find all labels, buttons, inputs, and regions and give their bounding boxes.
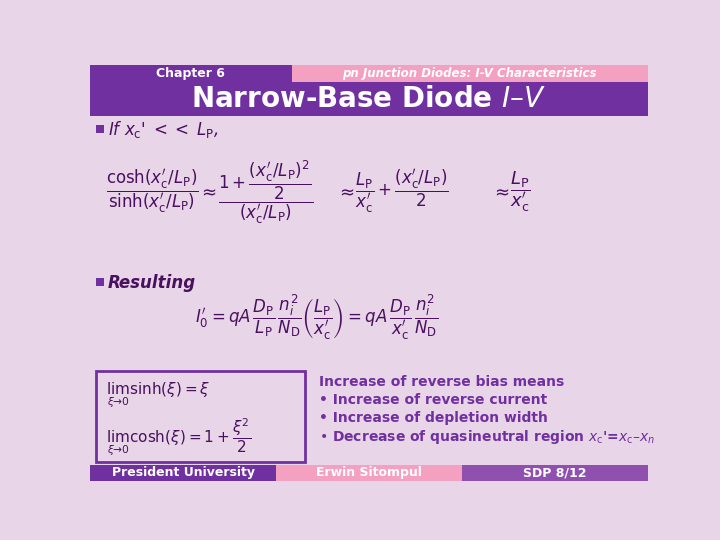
Text: • Increase of depletion width: • Increase of depletion width	[319, 411, 547, 425]
Text: $\dfrac{L_{\rm P}}{x_{\rm c}'} + \dfrac{(x_{\rm c}'/L_{\rm P})}{2}$: $\dfrac{L_{\rm P}}{x_{\rm c}'} + \dfrac{…	[355, 168, 449, 216]
Text: Increase of reverse bias means: Increase of reverse bias means	[319, 375, 564, 389]
Text: $I_0' = qA\,\dfrac{D_{\rm P}}{L_{\rm P}}\,\dfrac{n_i^2}{N_{\rm D}}\left(\dfrac{L: $I_0' = qA\,\dfrac{D_{\rm P}}{L_{\rm P}}…	[194, 293, 438, 342]
Text: Narrow-Base Diode $\mathit{I}$–$\mathit{V}$: Narrow-Base Diode $\mathit{I}$–$\mathit{…	[192, 85, 546, 113]
Text: $\lim_{\xi \to 0}\sinh(\xi) = \xi$: $\lim_{\xi \to 0}\sinh(\xi) = \xi$	[106, 381, 210, 410]
Text: If $x_{\mathrm{c}}$' $<<$ $L_{\mathrm{P}}$,: If $x_{\mathrm{c}}$' $<<$ $L_{\mathrm{P}…	[108, 119, 219, 140]
Bar	[96, 372, 305, 462]
Bar	[90, 465, 276, 481]
Bar	[276, 465, 462, 481]
Text: pn Junction Diodes: I-V Characteristics: pn Junction Diodes: I-V Characteristics	[343, 67, 597, 80]
Text: • Increase of reverse current: • Increase of reverse current	[319, 393, 547, 407]
Text: Chapter 6: Chapter 6	[156, 67, 225, 80]
Text: $\lim_{\xi \to 0}\cosh(\xi) = 1 + \dfrac{\xi^2}{2}$: $\lim_{\xi \to 0}\cosh(\xi) = 1 + \dfrac…	[106, 417, 251, 458]
Text: • Decrease of quasineutral region $x_{\rm c}$'=$x_{\rm c}$–$x_n$: • Decrease of quasineutral region $x_{\r…	[319, 428, 654, 445]
Bar	[90, 116, 648, 465]
Text: Resulting: Resulting	[108, 274, 196, 292]
Text: $\dfrac{\cosh(x_{\rm c}'/L_{\rm P})}{\sinh(x_{\rm c}'/L_{\rm P})}$: $\dfrac{\cosh(x_{\rm c}'/L_{\rm P})}{\si…	[106, 168, 198, 216]
Text: $\dfrac{1 + \dfrac{(x_{\rm c}'/L_{\rm P})^2}{2}}{(x_{\rm c}'/L_{\rm P})}$: $\dfrac{1 + \dfrac{(x_{\rm c}'/L_{\rm P}…	[218, 158, 313, 226]
Bar	[96, 278, 104, 286]
Bar	[462, 465, 648, 481]
Text: $\approx$: $\approx$	[199, 183, 217, 201]
Bar	[292, 65, 648, 82]
Text: $\approx$: $\approx$	[336, 183, 355, 201]
Bar	[90, 82, 648, 116]
Bar	[90, 65, 292, 82]
Text: President University: President University	[112, 467, 254, 480]
Text: SDP 8/12: SDP 8/12	[523, 467, 587, 480]
Text: $\approx$: $\approx$	[492, 183, 510, 201]
Text: $\dfrac{L_{\rm P}}{x_{\rm c}'}$: $\dfrac{L_{\rm P}}{x_{\rm c}'}$	[510, 170, 531, 214]
Text: Erwin Sitompul: Erwin Sitompul	[316, 467, 422, 480]
Bar	[96, 125, 104, 132]
